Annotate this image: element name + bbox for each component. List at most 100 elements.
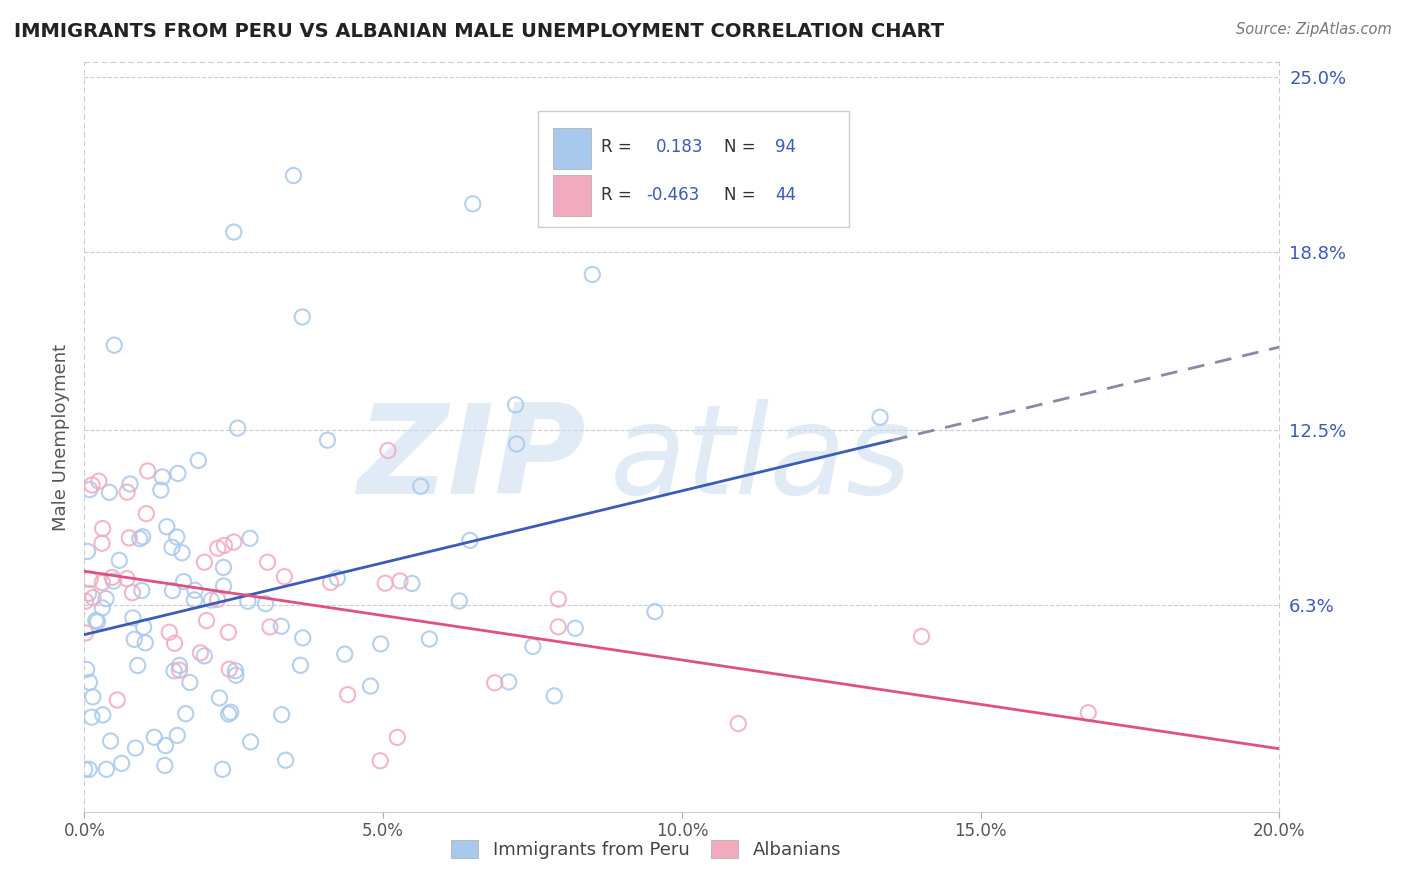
Point	[153, 758, 176, 772]
Point	[581, 268, 603, 282]
Point	[77, 762, 100, 776]
Point	[103, 338, 125, 352]
Point	[169, 663, 191, 677]
Point	[256, 555, 278, 569]
Point	[401, 576, 423, 591]
Point	[222, 535, 245, 549]
Point	[76, 662, 98, 676]
Point	[179, 675, 201, 690]
Point	[163, 636, 186, 650]
Point	[547, 620, 569, 634]
Point	[564, 621, 586, 635]
Point	[118, 477, 141, 491]
Point	[458, 533, 481, 548]
Point	[150, 470, 173, 484]
Point	[73, 762, 96, 776]
Point	[217, 625, 239, 640]
Point	[86, 615, 108, 629]
Point	[193, 555, 215, 569]
Point	[505, 398, 527, 412]
Point	[449, 594, 471, 608]
Point	[484, 675, 506, 690]
Point	[226, 421, 249, 435]
Point	[208, 690, 231, 705]
Point	[82, 690, 104, 704]
Point	[124, 741, 146, 756]
Point	[166, 728, 188, 742]
Text: Source: ZipAtlas.com: Source: ZipAtlas.com	[1236, 22, 1392, 37]
Text: 0.183: 0.183	[655, 138, 703, 156]
Point	[316, 433, 339, 447]
Point	[105, 693, 128, 707]
FancyBboxPatch shape	[553, 175, 591, 216]
Point	[336, 688, 359, 702]
Point	[869, 410, 891, 425]
Point	[326, 571, 349, 585]
Point	[319, 575, 342, 590]
Text: 44: 44	[775, 186, 796, 204]
Point	[91, 707, 114, 722]
Point	[207, 541, 229, 556]
Point	[283, 169, 305, 183]
Text: IMMIGRANTS FROM PERU VS ALBANIAN MALE UNEMPLOYMENT CORRELATION CHART: IMMIGRANTS FROM PERU VS ALBANIAN MALE UN…	[14, 22, 945, 41]
Point	[910, 629, 932, 643]
Point	[76, 544, 98, 558]
Point	[377, 443, 399, 458]
Point	[291, 310, 314, 324]
Point	[505, 437, 527, 451]
Point	[131, 583, 153, 598]
Point	[166, 530, 188, 544]
Point	[162, 583, 184, 598]
Point	[111, 756, 134, 771]
Point	[96, 762, 118, 776]
Point	[193, 648, 215, 663]
Point	[79, 675, 101, 690]
Point	[290, 658, 312, 673]
Point	[212, 560, 235, 574]
Point	[122, 632, 145, 647]
Point	[644, 605, 666, 619]
Point	[94, 591, 117, 606]
Point	[218, 706, 240, 721]
Point	[195, 614, 218, 628]
Point	[121, 585, 143, 599]
Point	[173, 574, 195, 589]
Point	[160, 541, 183, 555]
Point	[108, 553, 131, 567]
Point	[75, 594, 97, 608]
FancyBboxPatch shape	[538, 112, 849, 227]
Point	[143, 731, 166, 745]
Point	[100, 734, 122, 748]
Point	[291, 631, 314, 645]
Point	[155, 739, 177, 753]
Text: 94: 94	[775, 138, 796, 156]
Point	[149, 483, 172, 497]
Point	[135, 507, 157, 521]
Point	[163, 664, 186, 678]
Point	[374, 576, 396, 591]
Y-axis label: Male Unemployment: Male Unemployment	[52, 343, 70, 531]
Point	[212, 579, 235, 593]
Point	[270, 619, 292, 633]
Point	[207, 592, 229, 607]
Point	[121, 611, 143, 625]
Point	[547, 592, 569, 607]
Point	[115, 485, 138, 500]
Point	[187, 453, 209, 467]
Point	[132, 620, 155, 634]
Text: R =: R =	[600, 138, 637, 156]
Point	[254, 597, 277, 611]
Point	[387, 731, 409, 745]
Point	[170, 546, 193, 560]
Point	[91, 575, 114, 590]
Point	[103, 574, 125, 588]
Point	[222, 225, 245, 239]
Point	[98, 485, 121, 500]
Point	[370, 637, 392, 651]
Point	[131, 530, 153, 544]
Point	[214, 538, 236, 552]
Point	[87, 474, 110, 488]
Point	[115, 572, 138, 586]
Point	[156, 520, 179, 534]
Point	[409, 479, 432, 493]
